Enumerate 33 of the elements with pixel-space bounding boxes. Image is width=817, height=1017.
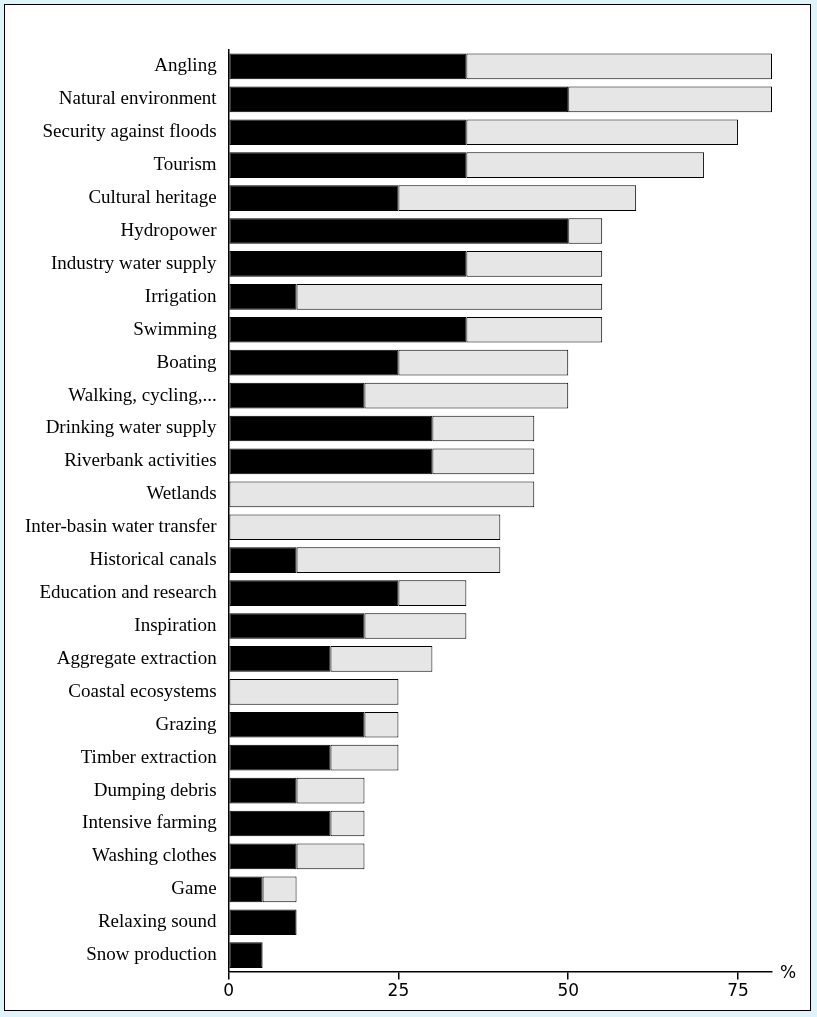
- y-tick-label: Historical canals: [89, 548, 217, 570]
- y-tick-label: Wetlands: [146, 482, 217, 504]
- x-tick-label: 50: [557, 980, 580, 1001]
- x-tick-label: 75: [727, 980, 749, 1001]
- y-tick-label: Timber extraction: [80, 745, 218, 767]
- y-tick-label: Washing clothes: [92, 844, 217, 866]
- y-tick-label: Natural environment: [58, 87, 218, 109]
- y-tick-label: Snow production: [86, 943, 218, 965]
- y-tick-label: Riverbank activities: [64, 449, 217, 471]
- y-tick-label: Inter-basin water transfer: [24, 515, 218, 537]
- y-tick-label: Industry water supply: [50, 251, 218, 273]
- y-tick-label: Angling: [154, 54, 218, 76]
- x-tick-label: 25: [387, 980, 410, 1001]
- y-tick-label: Education and research: [39, 581, 218, 603]
- y-tick-label: Swimming: [133, 317, 218, 339]
- y-tick-label: Tourism: [153, 153, 217, 175]
- y-tick-label: Game: [171, 877, 217, 899]
- x-axis-title: %: [780, 962, 797, 983]
- x-tick-label: 0: [223, 980, 235, 1001]
- y-tick-label: Walking, cycling,...: [68, 383, 217, 405]
- y-tick-label: Inspiration: [134, 613, 218, 635]
- y-tick-label: Drinking water supply: [45, 416, 218, 438]
- y-tick-label: Intensive farming: [82, 811, 218, 833]
- y-tick-label: Aggregate extraction: [56, 646, 218, 668]
- y-tick-label: Irrigation: [144, 284, 218, 306]
- y-tick-label: Hydropower: [120, 219, 218, 241]
- y-tick-label: Cultural heritage: [88, 186, 217, 208]
- y-tick-label: Dumping debris: [93, 778, 217, 800]
- y-tick-label: Relaxing sound: [97, 910, 218, 932]
- y-tick-label: Grazing: [155, 712, 218, 734]
- y-tick-label: Security against floods: [42, 120, 217, 142]
- y-tick-label: Coastal ecosystems: [68, 679, 217, 701]
- y-tick-label: Boating: [156, 350, 218, 372]
